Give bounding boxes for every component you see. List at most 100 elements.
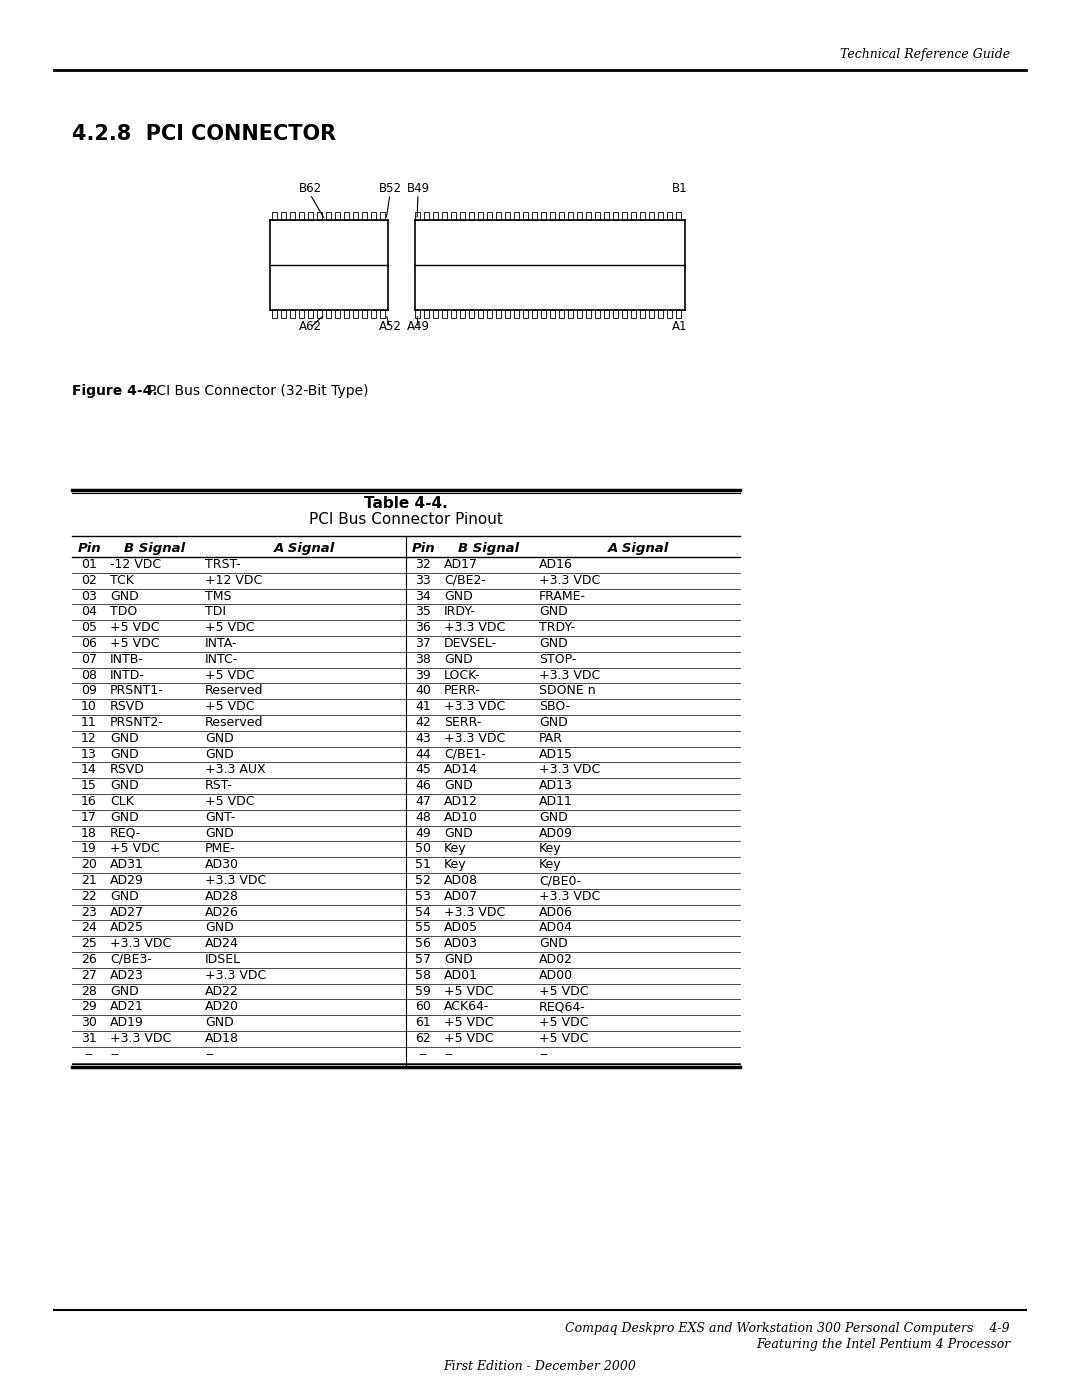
Text: STOP-: STOP- — [539, 652, 577, 666]
Bar — [380, 212, 384, 219]
Text: Reserved: Reserved — [205, 685, 264, 697]
Bar — [451, 212, 456, 219]
Bar — [272, 212, 276, 219]
Bar — [308, 212, 312, 219]
Text: +3.3 VDC: +3.3 VDC — [444, 622, 505, 634]
Text: 23: 23 — [81, 905, 97, 919]
Text: --: -- — [205, 1048, 214, 1060]
Text: 06: 06 — [81, 637, 97, 650]
Text: GNT-: GNT- — [205, 810, 235, 824]
Text: Key: Key — [444, 842, 467, 855]
Text: TMS: TMS — [205, 590, 231, 602]
Text: TRST-: TRST- — [205, 557, 241, 571]
Text: 36: 36 — [415, 622, 431, 634]
Text: +3.3 VDC: +3.3 VDC — [539, 669, 600, 682]
Text: +3.3 VDC: +3.3 VDC — [110, 1032, 172, 1045]
Bar — [424, 310, 429, 319]
Text: GND: GND — [110, 890, 138, 902]
Text: GND: GND — [205, 747, 233, 760]
Text: GND: GND — [539, 605, 568, 619]
Text: 08: 08 — [81, 669, 97, 682]
Text: TDO: TDO — [110, 605, 137, 619]
Text: A Signal: A Signal — [273, 542, 335, 555]
Text: 16: 16 — [81, 795, 97, 807]
Text: GND: GND — [444, 652, 473, 666]
Text: 31: 31 — [81, 1032, 97, 1045]
Text: GND: GND — [444, 590, 473, 602]
Text: Technical Reference Guide: Technical Reference Guide — [840, 47, 1010, 61]
Text: GND: GND — [539, 717, 568, 729]
Text: SERR-: SERR- — [444, 717, 482, 729]
Text: 21: 21 — [81, 875, 97, 887]
Bar — [577, 310, 581, 319]
Text: AD02: AD02 — [539, 953, 573, 965]
Text: +3.3 VDC: +3.3 VDC — [539, 763, 600, 777]
Text: GND: GND — [205, 827, 233, 840]
Bar — [415, 212, 419, 219]
Text: Pin: Pin — [78, 542, 102, 555]
Bar — [649, 212, 653, 219]
Text: +3.3 VDC: +3.3 VDC — [444, 732, 505, 745]
Text: AD18: AD18 — [205, 1032, 239, 1045]
Text: +5 VDC: +5 VDC — [539, 1032, 589, 1045]
Bar — [345, 310, 349, 319]
Text: GND: GND — [539, 937, 568, 950]
Text: --: -- — [419, 1048, 428, 1060]
Text: RSVD: RSVD — [110, 763, 145, 777]
Text: AD20: AD20 — [205, 1000, 239, 1013]
Bar — [291, 212, 295, 219]
Bar — [658, 310, 662, 319]
Text: 49: 49 — [415, 827, 431, 840]
Bar — [451, 310, 456, 319]
Text: AD00: AD00 — [539, 968, 573, 982]
Text: GND: GND — [444, 953, 473, 965]
Text: 54: 54 — [415, 905, 431, 919]
Bar — [433, 310, 437, 319]
Text: 61: 61 — [415, 1016, 431, 1030]
Text: AD21: AD21 — [110, 1000, 144, 1013]
Bar — [281, 212, 285, 219]
Text: GND: GND — [110, 985, 138, 997]
Text: 28: 28 — [81, 985, 97, 997]
Text: GND: GND — [444, 827, 473, 840]
Text: 52: 52 — [415, 875, 431, 887]
Bar — [559, 310, 564, 319]
Text: 11: 11 — [81, 717, 97, 729]
Text: IRDY-: IRDY- — [444, 605, 476, 619]
Text: RST-: RST- — [205, 780, 233, 792]
Bar — [318, 310, 322, 319]
Bar — [353, 310, 357, 319]
Text: PAR: PAR — [539, 732, 563, 745]
Text: 51: 51 — [415, 858, 431, 872]
Bar — [586, 212, 591, 219]
Text: AD29: AD29 — [110, 875, 144, 887]
Bar — [631, 212, 635, 219]
Text: AD08: AD08 — [444, 875, 478, 887]
Bar — [272, 310, 276, 319]
Bar — [299, 310, 303, 319]
Text: 19: 19 — [81, 842, 97, 855]
Text: 27: 27 — [81, 968, 97, 982]
Text: AD01: AD01 — [444, 968, 478, 982]
Text: B1: B1 — [672, 182, 688, 196]
Bar — [550, 310, 554, 319]
Text: 12: 12 — [81, 732, 97, 745]
Bar — [514, 310, 518, 319]
Bar — [550, 212, 554, 219]
Text: PRSNT2-: PRSNT2- — [110, 717, 164, 729]
Bar — [523, 310, 527, 319]
Text: --: -- — [110, 1048, 119, 1060]
Bar — [496, 310, 500, 319]
Bar — [577, 212, 581, 219]
Text: AD26: AD26 — [205, 905, 239, 919]
Text: GND: GND — [539, 810, 568, 824]
Bar — [442, 310, 446, 319]
Text: 47: 47 — [415, 795, 431, 807]
Text: A Signal: A Signal — [607, 542, 669, 555]
Text: AD12: AD12 — [444, 795, 477, 807]
Text: -12 VDC: -12 VDC — [110, 557, 161, 571]
Bar — [532, 212, 537, 219]
Text: 10: 10 — [81, 700, 97, 714]
Text: 24: 24 — [81, 922, 97, 935]
Text: SDONE n: SDONE n — [539, 685, 596, 697]
